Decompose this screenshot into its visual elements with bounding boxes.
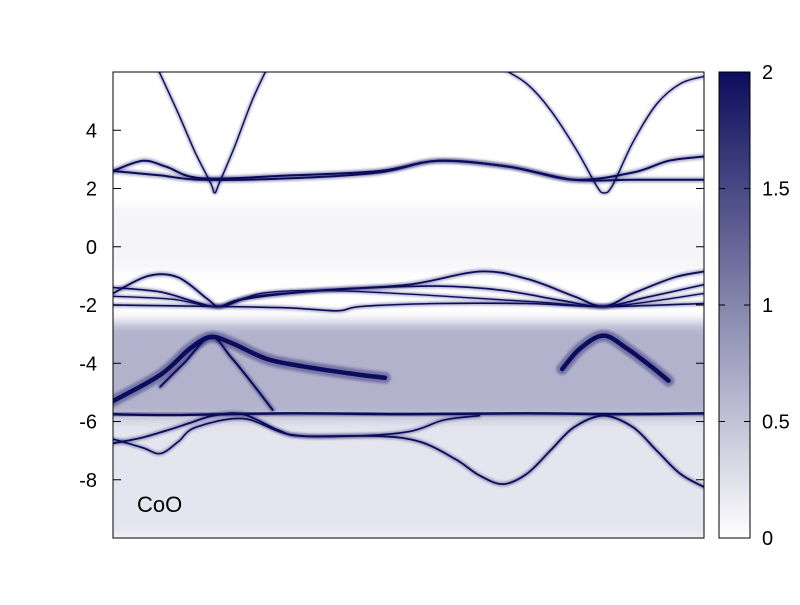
diffuse-region-lower-continuum — [113, 418, 704, 538]
y-tick-label: -2 — [79, 295, 97, 317]
y-tick-label: -4 — [79, 353, 97, 375]
plot-area — [112, 71, 705, 539]
bands-layer — [113, 72, 704, 490]
colorbar-tick-label: 0.5 — [762, 412, 790, 434]
band-d2 — [559, 333, 671, 383]
colorbar-tick-label: 1 — [762, 295, 773, 317]
band-c2 — [506, 72, 704, 194]
band-d1 — [113, 334, 388, 404]
band-v4 — [113, 289, 704, 308]
band-c1 — [158, 72, 267, 194]
y-tick-label: -8 — [79, 470, 97, 492]
y-tick-label: 2 — [86, 179, 97, 201]
colorbar-tick-label: 2 — [762, 62, 773, 84]
band-f1 — [113, 412, 704, 417]
y-tick-label: 0 — [86, 237, 97, 259]
band-c4 — [113, 159, 704, 182]
colorbar-tick-label: 1.5 — [762, 179, 790, 201]
band-d3 — [159, 336, 274, 411]
band-l1 — [113, 412, 704, 488]
diffuse-layer — [113, 205, 704, 538]
diffuse-region-valence-continuum — [113, 322, 704, 419]
y-tick-label: -6 — [79, 412, 97, 434]
material-annotation: CoO — [137, 492, 182, 517]
colorbar-tick-label: 0 — [762, 528, 773, 550]
colorbar: 2 1.5 1 0.5 0 — [718, 62, 790, 550]
y-tick-label: 4 — [86, 120, 97, 142]
colorbar-ticks: 2 1.5 1 0.5 0 — [719, 62, 790, 550]
y-axis: 4 2 0 -2 -4 -6 -8 — [79, 120, 704, 492]
diffuse-region-gap-haze — [113, 205, 704, 271]
band-l2 — [113, 414, 481, 455]
